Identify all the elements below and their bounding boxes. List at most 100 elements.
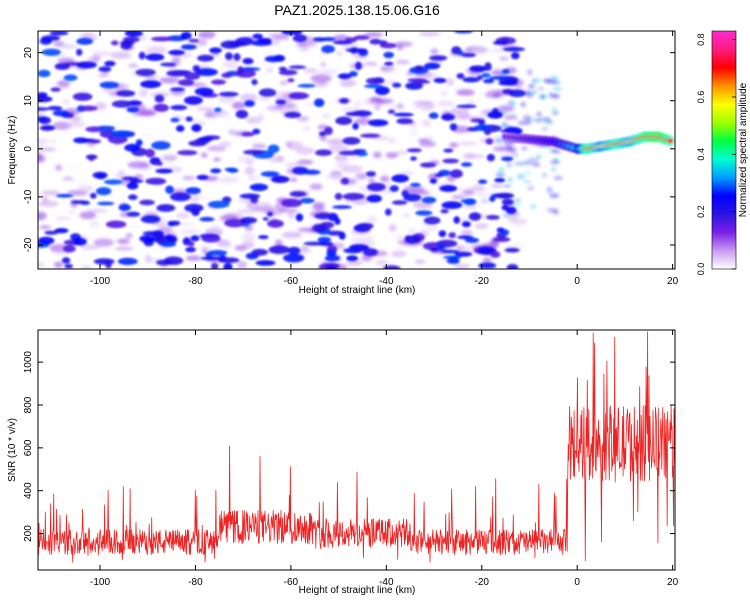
heatmap-cell [242, 57, 254, 65]
heatmap-cell [355, 172, 368, 180]
heatmap-cell [171, 56, 181, 66]
heatmap-cell [90, 192, 97, 199]
heatmap-cell [279, 80, 289, 85]
heatmap-cell [231, 101, 246, 110]
heatmap-cell [267, 211, 274, 217]
heatmap-cell [40, 190, 61, 196]
heatmap-cell [462, 188, 475, 196]
heatmap-cell [98, 66, 112, 72]
heatmap-cell [440, 90, 448, 97]
heatmap-cell [76, 61, 97, 69]
heatmap-cell [489, 196, 496, 202]
heatmap-cell [281, 198, 303, 208]
heatmap-cell [522, 180, 532, 184]
heatmap-cell [380, 175, 390, 183]
heatmap-cell [49, 244, 69, 248]
heatmap-cell [536, 111, 542, 117]
heatmap-cell [124, 143, 141, 152]
heatmap-cell [178, 79, 195, 86]
heatmap-cell [257, 37, 272, 44]
heatmap-cell [57, 79, 71, 88]
heatmap-cell [207, 250, 228, 256]
heatmap-cell [111, 40, 119, 46]
heatmap-cell [105, 220, 127, 229]
heatmap-cell [484, 62, 492, 71]
heatmap-cell [340, 106, 360, 113]
heatmap-cell [185, 255, 202, 261]
x-tick-label: -40 [379, 577, 394, 588]
heatmap-cell [157, 154, 179, 159]
heatmap-cell [223, 263, 233, 269]
heatmap-cell [240, 93, 258, 102]
heatmap-cell [375, 98, 394, 105]
heatmap-cell [287, 78, 295, 83]
heatmap-cell [520, 146, 528, 150]
heatmap-cell [214, 107, 222, 113]
heatmap-cell [512, 221, 525, 229]
heatmap-cell [292, 34, 307, 43]
heatmap-cell [495, 171, 505, 178]
heatmap-cell [324, 126, 333, 135]
heatmap-cell [42, 196, 49, 203]
heatmap-cell [450, 256, 459, 261]
heatmap-cell [463, 198, 477, 206]
heatmap-cell [551, 167, 557, 172]
x-tick-label: 0 [574, 577, 580, 588]
heatmap-cell [117, 238, 130, 244]
heatmap-cell [205, 175, 219, 181]
heatmap-cell [468, 212, 481, 221]
heatmap-cell [485, 138, 494, 145]
heatmap-cell [492, 40, 508, 45]
colorbar-tick-label: 0.6 [696, 91, 706, 104]
snr-y-label: SNR (10 * v/v) [7, 418, 18, 482]
heatmap-cell [164, 256, 184, 266]
heatmap-cell [263, 47, 271, 53]
heatmap-cell [414, 259, 426, 265]
heatmap-cell [188, 140, 207, 147]
heatmap-cell [353, 35, 370, 40]
heatmap-cell [462, 98, 472, 104]
heatmap-cell [179, 222, 194, 227]
heatmap-cell [471, 47, 491, 55]
heatmap-cell [319, 131, 327, 137]
heatmap-cell [309, 183, 323, 190]
heatmap-cell [542, 173, 547, 177]
heatmap-cell [391, 250, 407, 258]
heatmap-cell [436, 140, 450, 147]
heatmap-cell [394, 41, 413, 47]
heatmap-cell [258, 235, 269, 240]
heatmap-cell [151, 230, 165, 239]
heatmap-cell [288, 92, 309, 100]
heatmap-cell [383, 265, 401, 269]
heatmap-cell [551, 87, 563, 91]
heatmap-cell [404, 235, 412, 243]
heatmap-cell [196, 174, 209, 181]
y-tick-label: 1000 [23, 351, 34, 374]
colorbar-ticks: 0.0 0.2 0.4 0.6 0.8 [696, 33, 736, 275]
heatmap-cell [302, 125, 311, 132]
heatmap-cell [151, 141, 171, 150]
heatmap-cell [244, 100, 256, 107]
heatmap-cell [227, 168, 239, 173]
heatmap-cell [546, 147, 551, 150]
heatmap-cell [104, 60, 116, 67]
heatmap-cell [267, 219, 284, 228]
heatmap-cell [486, 153, 495, 162]
heatmap-cell [429, 55, 448, 61]
heatmap-cell [503, 184, 512, 188]
heatmap-cell [374, 105, 381, 110]
heatmap-cell [315, 149, 332, 156]
heatmap-cell [489, 239, 499, 248]
heatmap-cell [525, 89, 531, 96]
heatmap-cell [155, 168, 173, 174]
heatmap-cell [62, 176, 74, 181]
heatmap-cell [70, 200, 90, 205]
heatmap-cell [41, 48, 61, 56]
heatmap-cell [68, 116, 84, 122]
heatmap-cell [197, 245, 213, 250]
heatmap-cell [210, 168, 222, 174]
heatmap-cell [218, 94, 235, 104]
heatmap-cell [170, 117, 180, 123]
heatmap-cell [80, 244, 100, 250]
heatmap-cell [514, 198, 522, 202]
